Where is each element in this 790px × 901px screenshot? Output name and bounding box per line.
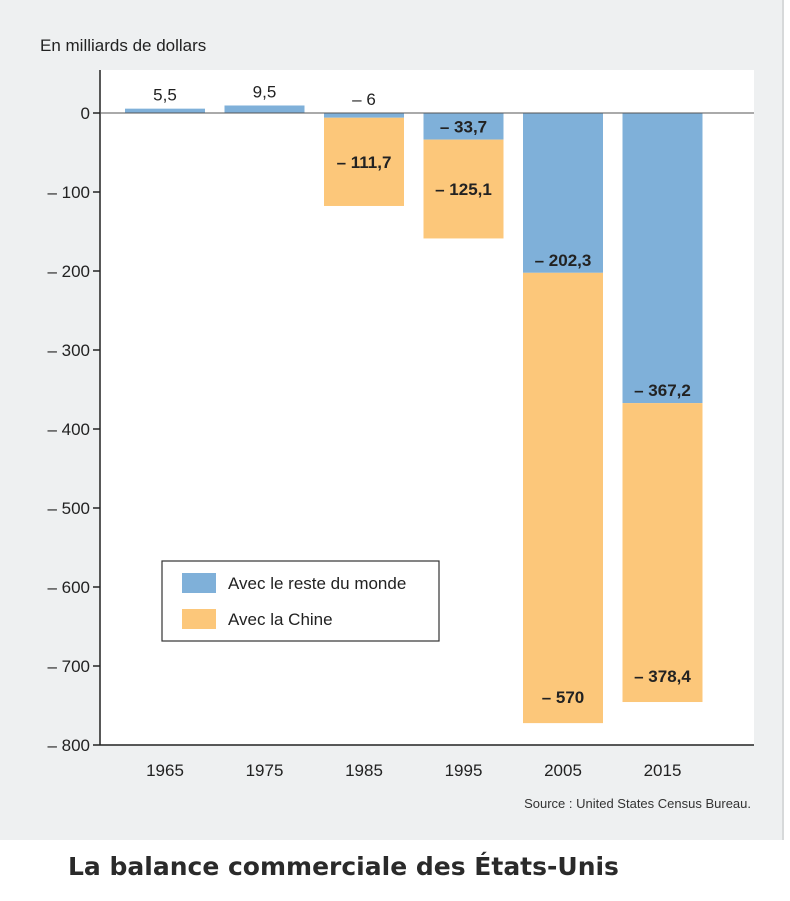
bar-chine-1985 bbox=[324, 117, 404, 206]
x-tick-label-1965: 1965 bbox=[146, 761, 184, 780]
y-tick-label-700: – 700 bbox=[47, 657, 90, 676]
y-tick-label-300: – 300 bbox=[47, 341, 90, 360]
source-note: Source : United States Census Bureau. bbox=[524, 796, 751, 811]
legend-label-chine: Avec la Chine bbox=[228, 610, 333, 629]
data-label-reste-du-monde-2005: – 202,3 bbox=[535, 251, 592, 270]
legend: Avec le reste du monde Avec la Chine bbox=[161, 560, 440, 642]
bar-reste-du-monde-2005 bbox=[523, 113, 603, 273]
chart-panel: En milliards de dollars 5,5 9,5 – 6 – 111,7… bbox=[0, 0, 784, 840]
bar-reste-du-monde-1995 bbox=[423, 113, 504, 140]
data-label-chine-1985: – 111,7 bbox=[337, 153, 392, 172]
data-label-chine-2015: – 378,4 bbox=[634, 667, 691, 686]
data-label-reste-du-monde-1995: – 33,7 bbox=[440, 118, 487, 137]
bar-reste-du-monde-1965 bbox=[125, 108, 205, 113]
bar-reste-du-monde-2015 bbox=[622, 113, 703, 404]
y-tick-label-400: – 400 bbox=[47, 420, 90, 439]
data-label-reste-du-monde-1965: 5,5 bbox=[153, 86, 177, 105]
trade-balance-chart: En milliards de dollars 5,5 9,5 – 6 – 111,7… bbox=[40, 36, 754, 811]
data-label-chine-2005: – 570 bbox=[542, 688, 585, 707]
y-axis-title: En milliards de dollars bbox=[40, 36, 206, 55]
x-tick-label-1985: 1985 bbox=[345, 761, 383, 780]
y-tick-label-200: – 200 bbox=[47, 262, 90, 281]
bar-chine-1995 bbox=[423, 139, 504, 239]
y-tick-label-500: – 500 bbox=[47, 499, 90, 518]
legend-swatch-reste-du-monde bbox=[182, 573, 216, 593]
data-label-reste-du-monde-1975: 9,5 bbox=[253, 82, 277, 101]
legend-label-reste-du-monde: Avec le reste du monde bbox=[228, 574, 406, 593]
bar-chine-2005 bbox=[523, 272, 603, 724]
bar-reste-du-monde-1985 bbox=[324, 113, 404, 118]
legend-swatch-chine bbox=[182, 609, 216, 629]
data-label-reste-du-monde-1985: – 6 bbox=[352, 90, 376, 109]
y-tick-label-0: 0 bbox=[81, 104, 90, 123]
x-tick-label-1975: 1975 bbox=[246, 761, 284, 780]
bar-reste-du-monde-1975 bbox=[224, 105, 305, 113]
data-label-chine-1995: – 125,1 bbox=[435, 180, 492, 199]
y-tick-label-800: – 800 bbox=[47, 736, 90, 755]
y-tick-label-100: – 100 bbox=[47, 183, 90, 202]
x-tick-label-2015: 2015 bbox=[644, 761, 682, 780]
x-tick-label-1995: 1995 bbox=[445, 761, 483, 780]
data-label-reste-du-monde-2015: – 367,2 bbox=[634, 381, 691, 400]
bar-chine-2015 bbox=[622, 403, 703, 703]
y-tick-label-600: – 600 bbox=[47, 578, 90, 597]
x-tick-label-2005: 2005 bbox=[544, 761, 582, 780]
figure-title: La balance commerciale des États-Unis bbox=[68, 852, 619, 881]
